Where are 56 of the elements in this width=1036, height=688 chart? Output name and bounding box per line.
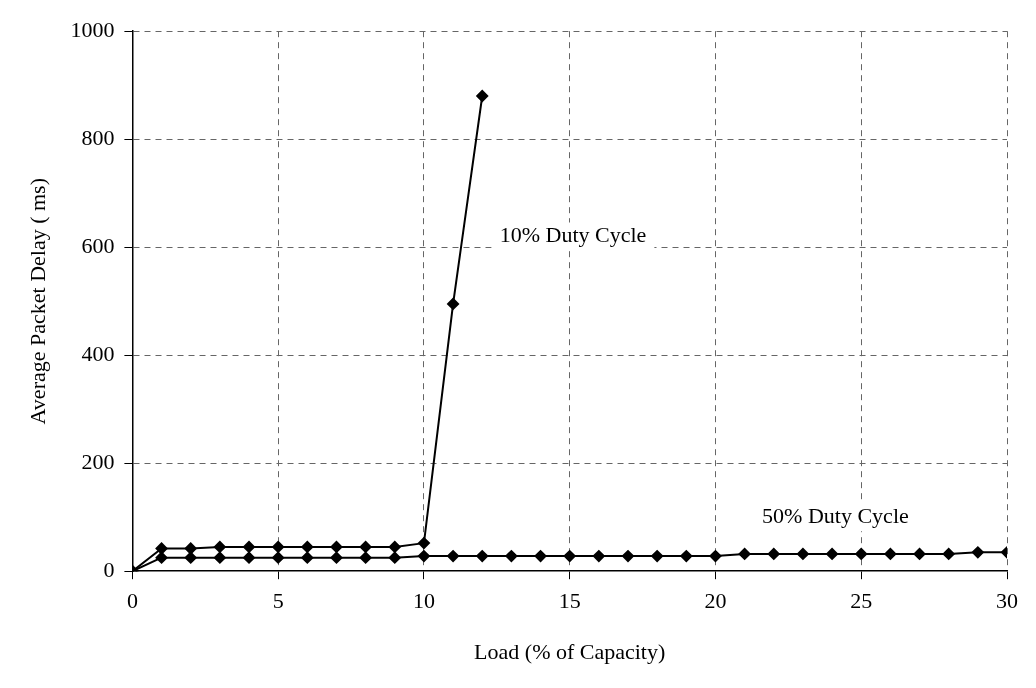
point <box>913 547 926 560</box>
point <box>359 551 372 564</box>
point <box>388 540 401 553</box>
point <box>971 546 984 559</box>
point <box>330 540 343 553</box>
point <box>622 550 635 563</box>
y-tick-label: 800 <box>81 124 115 150</box>
x-tick-label: 25 <box>850 588 873 614</box>
point <box>563 550 576 563</box>
x-tick-label: 5 <box>272 588 284 614</box>
point <box>855 547 868 560</box>
point <box>417 537 430 550</box>
point <box>272 540 285 553</box>
point <box>301 540 314 553</box>
point <box>330 551 343 564</box>
series-label: 10% Duty Cycle <box>499 222 647 248</box>
point <box>942 547 955 560</box>
point <box>243 551 256 564</box>
point <box>417 550 430 563</box>
point <box>505 550 518 563</box>
point <box>884 547 897 560</box>
x-tick-label: 15 <box>558 588 581 614</box>
y-axis-title: Average Packet Delay ( ms) <box>24 178 50 425</box>
y-tick-label: 600 <box>81 232 115 258</box>
point <box>447 550 460 563</box>
point <box>213 551 226 564</box>
point <box>651 550 664 563</box>
point <box>184 542 197 555</box>
y-tick-label: 0 <box>103 556 115 582</box>
x-tick-label: 10 <box>412 588 435 614</box>
point <box>796 547 809 560</box>
point <box>709 550 722 563</box>
point <box>388 551 401 564</box>
point <box>272 551 285 564</box>
y-tick-label: 400 <box>81 340 115 366</box>
point <box>243 540 256 553</box>
point <box>155 542 168 555</box>
x-tick-label: 30 <box>996 588 1018 614</box>
point <box>476 90 489 102</box>
point <box>826 547 839 560</box>
x-tick-label: 20 <box>704 588 727 614</box>
x-tick-label: 0 <box>126 588 138 614</box>
point <box>680 550 693 563</box>
y-tick-label: 1000 <box>70 16 115 42</box>
point <box>301 551 314 564</box>
point <box>213 540 226 553</box>
point <box>447 297 460 310</box>
point <box>738 547 751 560</box>
point <box>534 550 547 563</box>
y-tick-label: 200 <box>81 448 115 474</box>
point <box>767 547 780 560</box>
x-axis-title: Load (% of Capacity) <box>474 638 666 664</box>
point <box>476 550 489 563</box>
point <box>359 540 372 553</box>
series-label: 50% Duty Cycle <box>762 502 909 528</box>
point <box>592 550 605 563</box>
